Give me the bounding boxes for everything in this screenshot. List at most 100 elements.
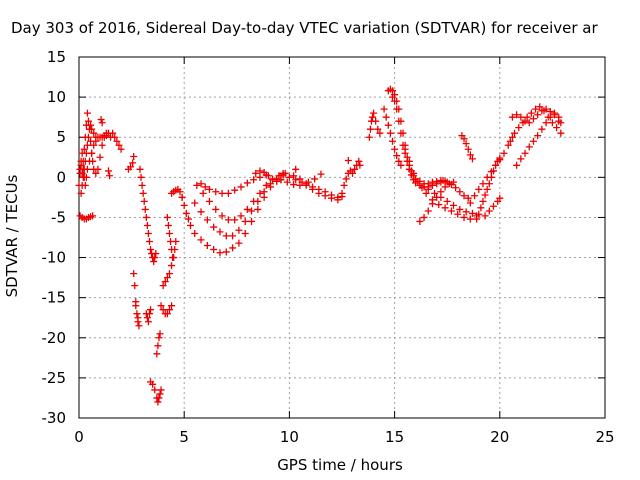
data-point: [193, 181, 201, 189]
data-point: [479, 197, 487, 205]
data-point: [508, 133, 516, 141]
y-tick-label: 5: [56, 128, 66, 146]
data-point: [264, 172, 272, 180]
data-point: [468, 209, 476, 217]
data-point: [452, 184, 460, 192]
data-point: [405, 165, 413, 173]
x-axis-label: GPS time / hours: [277, 456, 403, 474]
data-point: [154, 398, 162, 406]
data-point: [349, 169, 357, 177]
y-tick-label: 0: [56, 168, 66, 186]
data-point: [137, 173, 145, 181]
series-arc-z: [388, 93, 449, 191]
data-point: [496, 156, 504, 164]
data-point: [275, 172, 283, 180]
series-arc-ai: [481, 194, 504, 220]
data-point: [157, 302, 165, 310]
data-point: [283, 178, 291, 186]
data-point: [395, 117, 403, 125]
data-point: [83, 165, 91, 173]
data-point: [165, 270, 173, 278]
series-arc-k: [159, 238, 180, 290]
data-point: [163, 213, 171, 221]
data-point: [433, 193, 441, 201]
data-point: [410, 169, 418, 177]
data-point: [399, 141, 407, 149]
data-point: [311, 175, 319, 183]
data-point: [237, 183, 245, 191]
data-point: [262, 181, 270, 189]
data-point: [292, 165, 300, 173]
data-point: [542, 119, 550, 127]
data-point: [84, 133, 92, 141]
series-arc-w: [349, 157, 364, 177]
data-point: [199, 189, 207, 197]
data-point: [78, 149, 86, 157]
data-point: [534, 132, 542, 140]
series-isolated: [97, 116, 138, 180]
data-point: [388, 87, 396, 95]
data-point: [191, 199, 199, 207]
data-point: [156, 390, 164, 398]
data-point: [388, 137, 396, 145]
series-arc-q: [197, 171, 270, 197]
data-point: [218, 212, 226, 220]
data-point: [321, 192, 329, 200]
series-arc-j: [157, 302, 176, 318]
data-point: [144, 318, 152, 326]
data-point: [164, 221, 172, 229]
data-point: [473, 215, 481, 223]
data-point: [132, 302, 140, 310]
data-point: [428, 181, 436, 189]
grid-lines: [79, 57, 605, 418]
data-point: [487, 168, 495, 176]
data-point: [380, 105, 388, 113]
data-point: [384, 121, 392, 129]
series-arc-d: [76, 137, 100, 189]
data-point: [485, 180, 493, 188]
data-point: [424, 207, 432, 215]
data-point: [84, 117, 92, 125]
data-point: [548, 119, 556, 127]
data-point: [555, 113, 563, 121]
data-point: [422, 189, 430, 197]
data-point: [296, 175, 304, 183]
data-point: [534, 111, 542, 119]
data-point: [475, 210, 483, 218]
data-point: [152, 250, 160, 258]
data-point: [479, 180, 487, 188]
data-point: [269, 175, 277, 183]
data-point: [133, 310, 141, 318]
data-point: [81, 181, 89, 189]
series-arc-aa: [380, 105, 405, 169]
data-point: [405, 157, 413, 165]
data-point: [149, 380, 157, 388]
data-point: [388, 93, 396, 101]
data-point: [395, 157, 403, 165]
data-point: [309, 185, 317, 193]
data-point: [83, 109, 91, 117]
data-point: [165, 229, 173, 237]
x-tick-label: 20: [490, 428, 509, 446]
data-point: [456, 188, 464, 196]
data-point: [508, 113, 516, 121]
data-point: [372, 117, 380, 125]
x-tick-label: 25: [595, 428, 614, 446]
data-point: [210, 246, 218, 254]
data-point: [144, 229, 152, 237]
data-point: [366, 125, 374, 133]
y-tick-label: 15: [47, 48, 66, 66]
series-arc-i: [153, 330, 164, 358]
data-point: [78, 169, 86, 177]
data-point: [156, 330, 164, 338]
data-point: [454, 210, 462, 218]
data-point: [222, 248, 230, 256]
data-point: [256, 173, 264, 181]
data-point: [115, 141, 123, 149]
series-arc-v: [338, 167, 354, 197]
data-point: [111, 133, 119, 141]
data-point: [370, 109, 378, 117]
data-point: [391, 145, 399, 153]
data-point: [243, 179, 251, 187]
series-arc-ak: [513, 109, 565, 169]
